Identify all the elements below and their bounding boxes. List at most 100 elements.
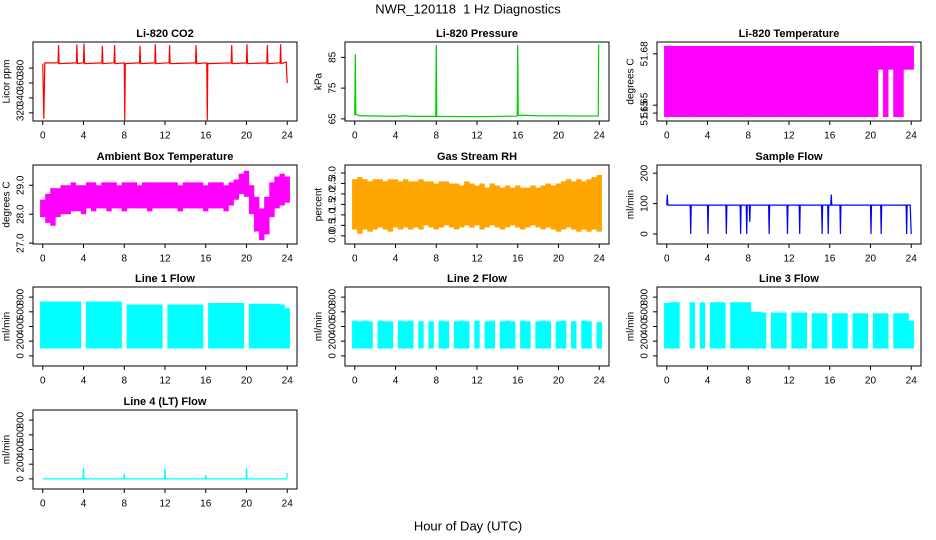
x-tick-label: 4 bbox=[705, 254, 711, 265]
y-tick-label: 29.0 bbox=[16, 175, 27, 195]
x-tick-label: 0 bbox=[40, 499, 46, 510]
x-tick-label: 8 bbox=[433, 131, 439, 142]
x-tick-label: 0 bbox=[352, 376, 358, 387]
y-tick-label: 200 bbox=[328, 332, 339, 349]
y-axis-title: kPa bbox=[314, 72, 325, 90]
y-tick-label: 27.0 bbox=[16, 233, 27, 253]
x-tick-label: 12 bbox=[159, 499, 171, 510]
y-tick-label: 0 bbox=[16, 476, 27, 482]
x-tick-label: 4 bbox=[393, 131, 399, 142]
y-axis-title: ml/min bbox=[626, 190, 637, 219]
panel-title: Sample Flow bbox=[755, 151, 823, 163]
x-tick-label: 12 bbox=[159, 131, 171, 142]
x-tick-label: 20 bbox=[553, 254, 565, 265]
x-tick-label: 16 bbox=[824, 376, 836, 387]
x-tick-label: 12 bbox=[471, 131, 483, 142]
page-title: NWR_120118 1 Hz Diagnostics bbox=[375, 1, 561, 16]
x-tick-label: 4 bbox=[705, 131, 711, 142]
y-tick-label: 1.0 bbox=[328, 207, 339, 221]
x-tick-label: 12 bbox=[783, 131, 795, 142]
y-tick-label: 600 bbox=[640, 303, 651, 320]
y-tick-label: 400 bbox=[328, 318, 339, 335]
x-tick-label: 0 bbox=[40, 131, 46, 142]
x-tick-label: 0 bbox=[664, 254, 670, 265]
x-tick-label: 20 bbox=[865, 131, 877, 142]
y-axis-title: degrees C bbox=[626, 58, 637, 104]
y-tick-label: 200 bbox=[16, 455, 27, 472]
x-tick-label: 8 bbox=[745, 131, 751, 142]
y-tick-label: 1.5 bbox=[328, 197, 339, 211]
x-tick-label: 4 bbox=[81, 376, 87, 387]
x-tick-label: 16 bbox=[200, 376, 212, 387]
y-tick-label: 800 bbox=[16, 288, 27, 305]
y-tick-label: 600 bbox=[16, 426, 27, 443]
plot-frame bbox=[32, 41, 298, 122]
y-axis-title: Licor ppm bbox=[2, 60, 13, 104]
panel-title: Li-820 Temperature bbox=[739, 28, 840, 40]
x-tick-label: 16 bbox=[200, 499, 212, 510]
y-tick-label: 2.5 bbox=[328, 176, 339, 190]
x-tick-label: 8 bbox=[121, 499, 127, 510]
x-tick-label: 8 bbox=[121, 131, 127, 142]
y-tick-label: 51.68 bbox=[640, 41, 651, 66]
y-tick-label: 400 bbox=[16, 318, 27, 335]
x-tick-label: 20 bbox=[865, 254, 877, 265]
x-tick-label: 20 bbox=[241, 499, 253, 510]
x-tick-label: 24 bbox=[282, 499, 294, 510]
y-tick-label: 0.5 bbox=[328, 218, 339, 232]
x-tick-label: 24 bbox=[906, 131, 918, 142]
data-line bbox=[354, 44, 600, 118]
x-tick-label: 16 bbox=[200, 254, 212, 265]
panel-title: Li-820 CO2 bbox=[136, 28, 193, 40]
x-tick-label: 20 bbox=[865, 376, 877, 387]
x-tick-label: 20 bbox=[241, 254, 253, 265]
x-tick-label: 16 bbox=[200, 131, 212, 142]
y-tick-label: 28.0 bbox=[16, 204, 27, 224]
y-tick-label: 65 bbox=[328, 113, 339, 125]
y-tick-label: 0.0 bbox=[328, 228, 339, 242]
x-tick-label: 12 bbox=[471, 254, 483, 265]
y-tick-label: 600 bbox=[328, 303, 339, 320]
x-tick-label: 0 bbox=[664, 131, 670, 142]
x-tick-label: 4 bbox=[81, 499, 87, 510]
y-tick-label: 100 bbox=[640, 195, 651, 212]
y-axis-title: ml/min bbox=[2, 312, 13, 341]
x-tick-label: 0 bbox=[352, 131, 358, 142]
x-tick-label: 24 bbox=[282, 254, 294, 265]
y-axis-title: ml/min bbox=[314, 312, 325, 341]
panel-title: Ambient Box Temperature bbox=[97, 151, 234, 163]
x-tick-label: 12 bbox=[783, 376, 795, 387]
x-tick-label: 24 bbox=[594, 131, 606, 142]
x-tick-label: 12 bbox=[159, 254, 171, 265]
y-tick-label: 320 bbox=[16, 104, 27, 121]
x-tick-label: 8 bbox=[121, 376, 127, 387]
y-tick-label: 800 bbox=[16, 411, 27, 428]
y-axis-title: ml/min bbox=[2, 435, 13, 464]
x-tick-label: 12 bbox=[471, 376, 483, 387]
x-tick-label: 8 bbox=[121, 254, 127, 265]
y-tick-label: 380 bbox=[16, 59, 27, 76]
plot-frame bbox=[344, 41, 610, 122]
data-line bbox=[666, 194, 912, 234]
x-tick-label: 4 bbox=[393, 254, 399, 265]
x-tick-label: 16 bbox=[512, 254, 524, 265]
y-tick-label: 51.65 bbox=[640, 92, 651, 117]
y-tick-label: 200 bbox=[640, 164, 651, 181]
y-tick-label: 0 bbox=[16, 353, 27, 359]
panel-title: Li-820 Pressure bbox=[436, 28, 518, 40]
x-tick-label: 24 bbox=[594, 376, 606, 387]
y-tick-label: 2.0 bbox=[328, 187, 339, 201]
x-tick-label: 8 bbox=[745, 376, 751, 387]
panel-title: Line 3 Flow bbox=[759, 273, 819, 285]
y-tick-label: 0 bbox=[640, 231, 651, 237]
y-tick-label: 400 bbox=[640, 318, 651, 335]
x-axis-title: Hour of Day (UTC) bbox=[414, 518, 522, 533]
x-tick-label: 24 bbox=[282, 376, 294, 387]
x-tick-label: 20 bbox=[241, 131, 253, 142]
x-tick-label: 20 bbox=[553, 376, 565, 387]
x-tick-label: 4 bbox=[393, 376, 399, 387]
x-tick-label: 16 bbox=[512, 376, 524, 387]
x-tick-label: 4 bbox=[81, 131, 87, 142]
